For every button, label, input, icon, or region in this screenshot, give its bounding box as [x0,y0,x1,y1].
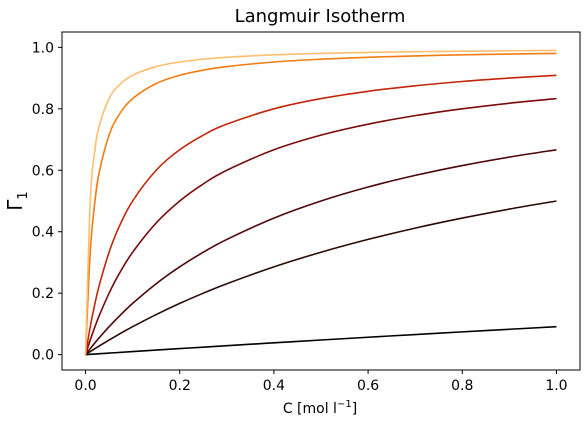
series-layer [84,49,557,356]
x-axis-label: C [mol l−1] [283,399,357,417]
y-tick-label-3: 0.6 [32,163,54,179]
x-tick-label-5: 1.0 [545,378,567,394]
y-tick-label-1: 0.2 [32,286,54,302]
y-tick-label-2: 0.4 [32,225,54,241]
plot-area-frame [61,31,581,371]
y-tick-label-5: 1.0 [32,40,54,56]
y-axis-label: Γ1 [3,191,31,210]
chart-title: Langmuir Isotherm [235,6,406,27]
series-line-1 [85,325,557,356]
series-line-6 [84,52,557,355]
x-axis-label-superscript: −1 [337,399,352,410]
series-line-4 [84,97,557,355]
y-tick-label-0: 0.0 [32,348,54,364]
x-tick-label-1: 0.2 [169,378,191,394]
y-tick-label-4: 0.8 [32,102,54,118]
x-axis-label-main: C [mol l [283,401,337,417]
series-line-3 [84,148,557,356]
x-tick-label-2: 0.4 [263,378,285,394]
x-axis-ticks: 0.0 0.2 0.4 0.6 0.8 1.0 [74,370,568,394]
x-tick-label-4: 0.8 [451,378,473,394]
series-line-2 [85,200,557,356]
x-tick-label-3: 0.6 [357,378,379,394]
series-line-7 [84,49,557,355]
series-line-5 [84,74,557,355]
x-axis-label-close: ] [352,401,357,417]
y-axis-label-subscript: 1 [16,191,31,199]
x-tick-label-0: 0.0 [74,378,96,394]
y-axis-ticks: 0.0 0.2 0.4 0.6 0.8 1.0 [32,40,62,364]
y-axis-label-main: Γ [3,199,27,211]
